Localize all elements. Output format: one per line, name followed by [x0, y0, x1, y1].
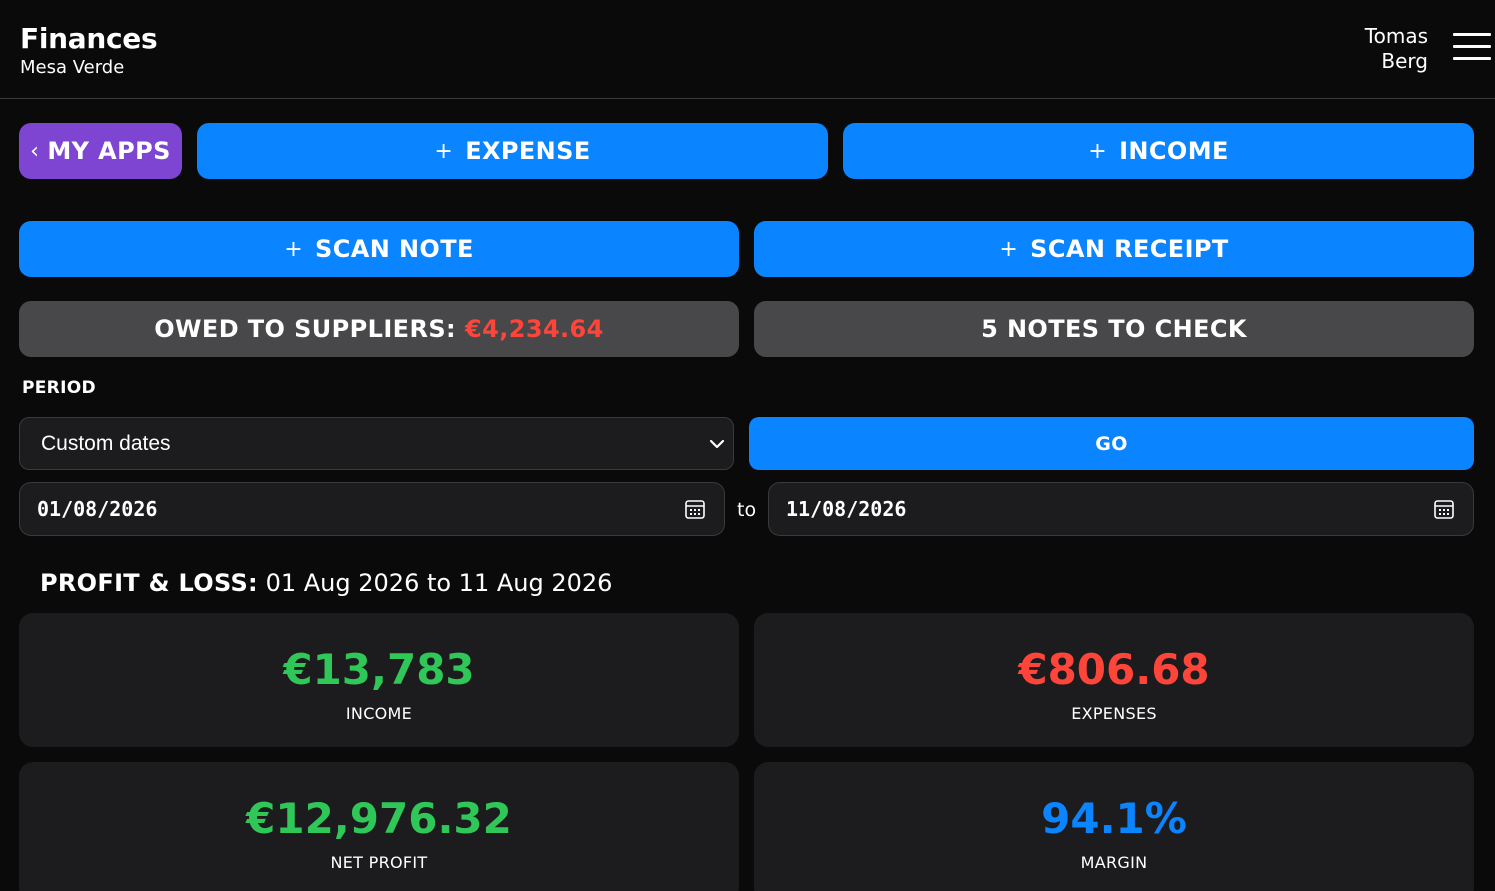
net-profit-value: €12,976.32	[246, 794, 512, 843]
user-last-name: Berg	[1381, 49, 1428, 73]
my-apps-button[interactable]: ‹ MY APPS	[19, 123, 182, 179]
app-title: Finances	[20, 22, 158, 55]
expenses-label: EXPENSES	[1071, 704, 1157, 723]
period-select[interactable]: Custom dates	[19, 417, 734, 470]
income-value: €13,783	[283, 645, 475, 694]
net-profit-label: NET PROFIT	[330, 853, 428, 872]
chevron-down-icon	[709, 439, 725, 449]
net-profit-card: €12,976.32 NET PROFIT	[19, 762, 739, 891]
scan-receipt-button[interactable]: + SCAN RECEIPT	[754, 221, 1474, 277]
user-name[interactable]: Tomas Berg	[1308, 24, 1428, 74]
owed-amount: €4,234.64	[465, 315, 604, 343]
scan-note-label: SCAN NOTE	[315, 235, 474, 263]
notes-to-check-button[interactable]: 5 NOTES TO CHECK	[754, 301, 1474, 357]
margin-value: 94.1%	[1041, 794, 1187, 843]
calendar-icon[interactable]	[1433, 498, 1455, 520]
from-date-input[interactable]: 01/08/2026	[19, 482, 725, 536]
plus-icon: +	[434, 138, 454, 164]
profit-loss-title: PROFIT & LOSS:	[40, 569, 258, 597]
plus-icon: +	[284, 236, 304, 262]
my-apps-label: MY APPS	[47, 137, 171, 165]
period-label: PERIOD	[22, 378, 96, 398]
notes-to-check-label: 5 NOTES TO CHECK	[981, 315, 1247, 343]
hamburger-menu-icon[interactable]	[1453, 33, 1491, 61]
owed-to-suppliers-button[interactable]: OWED TO SUPPLIERS: €4,234.64	[19, 301, 739, 357]
plus-icon: +	[1088, 138, 1108, 164]
scan-note-button[interactable]: + SCAN NOTE	[19, 221, 739, 277]
scan-receipt-label: SCAN RECEIPT	[1030, 235, 1229, 263]
add-income-button[interactable]: + INCOME	[843, 123, 1474, 179]
expenses-card: €806.68 EXPENSES	[754, 613, 1474, 747]
business-name: Mesa Verde	[20, 57, 125, 78]
go-button[interactable]: GO	[749, 417, 1474, 470]
add-expense-button[interactable]: + EXPENSE	[197, 123, 828, 179]
from-date-value: 01/08/2026	[37, 497, 158, 521]
margin-card: 94.1% MARGIN	[754, 762, 1474, 891]
margin-label: MARGIN	[1080, 853, 1148, 872]
date-range-separator: to	[737, 499, 757, 521]
app-header: Finances Mesa Verde Tomas Berg	[0, 0, 1495, 99]
to-date-input[interactable]: 11/08/2026	[768, 482, 1474, 536]
add-expense-label: EXPENSE	[465, 137, 591, 165]
owed-label: OWED TO SUPPLIERS:	[154, 315, 457, 343]
expenses-value: €806.68	[1018, 645, 1210, 694]
period-selected-value: Custom dates	[41, 431, 171, 455]
user-first-name: Tomas	[1364, 24, 1428, 48]
chevron-left-icon: ‹	[30, 138, 40, 164]
to-date-value: 11/08/2026	[786, 497, 907, 521]
add-income-label: INCOME	[1119, 137, 1229, 165]
profit-loss-range: 01 Aug 2026 to 11 Aug 2026	[265, 569, 613, 597]
income-card: €13,783 INCOME	[19, 613, 739, 747]
plus-icon: +	[999, 236, 1019, 262]
income-label: INCOME	[345, 704, 413, 723]
profit-loss-heading: PROFIT & LOSS: 01 Aug 2026 to 11 Aug 202…	[40, 569, 612, 597]
calendar-icon[interactable]	[684, 498, 706, 520]
